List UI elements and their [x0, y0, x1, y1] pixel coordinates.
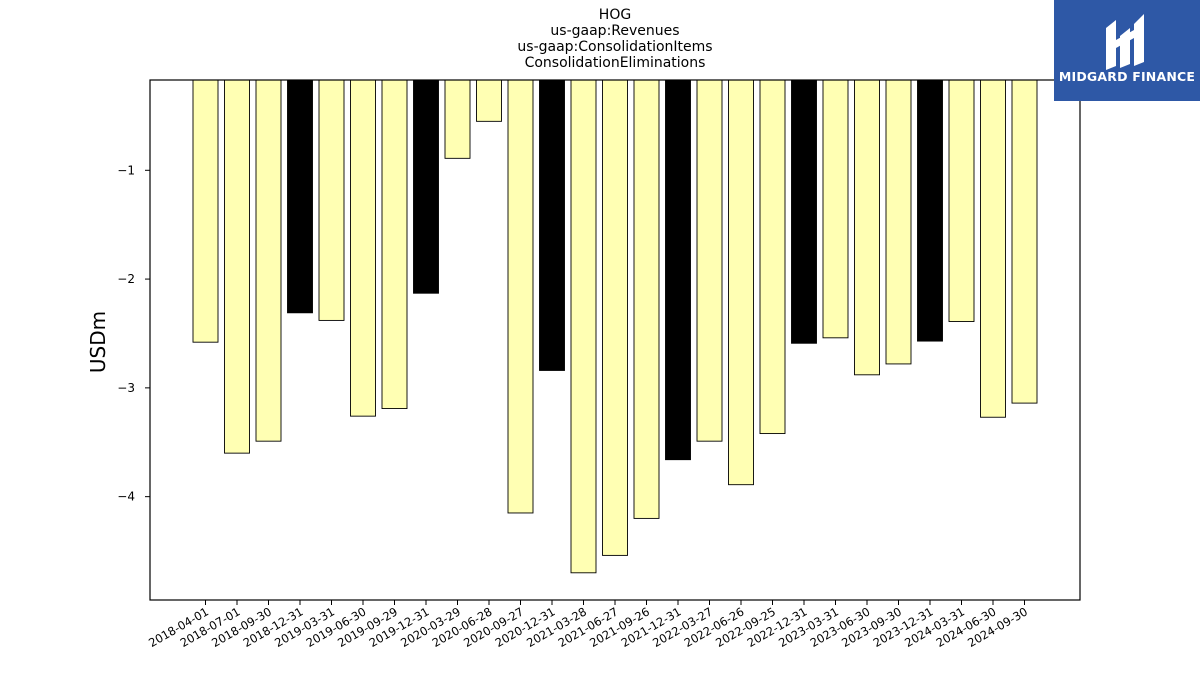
bar-2019-06-30: [350, 79, 376, 417]
bar-2020-12-31: [539, 79, 565, 371]
chart-title-line-4: ConsolidationEliminations: [524, 55, 706, 71]
bar-2023-03-31: [822, 79, 849, 339]
bar-2020-03-29: [444, 79, 471, 159]
bar-2019-09-29: [381, 79, 408, 409]
bar-2024-09-30: [1011, 79, 1038, 404]
bar-2018-09-30: [255, 79, 282, 442]
chart-title-line-1: HOG: [598, 7, 632, 23]
bar-2021-06-27: [602, 79, 628, 556]
bar-2022-06-26: [728, 79, 754, 486]
y-tick-label: −4: [117, 490, 135, 504]
bar-2019-03-31: [318, 79, 345, 321]
brand-name: MIDGARD FINANCE: [1058, 69, 1196, 84]
bar-2022-03-27: [696, 79, 723, 442]
bar-2018-12-31: [287, 79, 313, 314]
chart-title-line-3: us-gaap:ConsolidationItems: [517, 39, 713, 55]
y-tick-label: −2: [117, 272, 135, 286]
bar-2020-09-27: [507, 79, 534, 514]
bar-2023-12-31: [917, 79, 943, 342]
bar-2022-09-25: [759, 79, 786, 435]
bar-2018-04-01: [192, 79, 219, 343]
bar-2021-03-28: [570, 79, 597, 574]
bar-2021-09-26: [633, 79, 660, 519]
bar-2021-12-31: [665, 79, 691, 461]
bar-2022-12-31: [791, 79, 817, 344]
bar-2019-12-31: [413, 79, 439, 294]
x-ticks-group: 2018-04-012018-07-012018-09-302018-12-31…: [146, 600, 1030, 650]
bar-2020-06-28: [476, 79, 502, 122]
logo-icon: [1106, 14, 1144, 70]
bar-2024-06-30: [980, 79, 1006, 418]
bar-2023-06-30: [854, 79, 880, 376]
bar-2023-09-30: [885, 79, 912, 365]
brand-logo: MIDGARD FINANCE: [1054, 0, 1200, 101]
y-ticks-group: −1 −2 −3 −4: [117, 163, 150, 504]
chart-title-line-2: us-gaap:Revenues: [550, 23, 680, 39]
bar-2018-07-01: [224, 79, 250, 454]
y-tick-label: −3: [117, 381, 135, 395]
bar-2024-03-31: [948, 79, 975, 322]
bars-group: [192, 79, 1038, 574]
y-tick-label: −1: [117, 163, 135, 177]
